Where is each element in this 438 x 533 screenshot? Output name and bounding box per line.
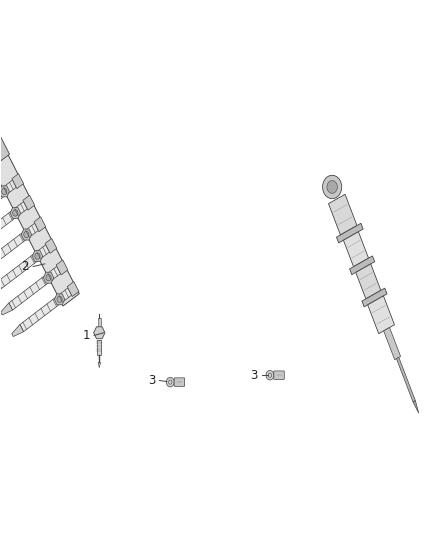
Bar xyxy=(98,318,101,326)
Polygon shape xyxy=(23,195,35,210)
Circle shape xyxy=(46,274,51,281)
Polygon shape xyxy=(10,207,21,219)
Circle shape xyxy=(327,181,337,193)
Polygon shape xyxy=(350,256,374,274)
Polygon shape xyxy=(45,238,57,253)
Polygon shape xyxy=(67,281,79,296)
FancyBboxPatch shape xyxy=(274,371,284,379)
Polygon shape xyxy=(328,194,357,235)
FancyBboxPatch shape xyxy=(174,378,185,386)
Polygon shape xyxy=(384,327,401,360)
Polygon shape xyxy=(20,288,71,332)
Polygon shape xyxy=(56,260,68,275)
Polygon shape xyxy=(34,217,46,232)
Text: 3: 3 xyxy=(250,369,258,382)
Circle shape xyxy=(2,188,7,195)
Circle shape xyxy=(35,253,40,260)
Polygon shape xyxy=(0,180,16,224)
Polygon shape xyxy=(367,296,395,334)
Polygon shape xyxy=(396,357,415,402)
Text: 1: 1 xyxy=(82,329,90,342)
Polygon shape xyxy=(12,174,24,189)
Polygon shape xyxy=(336,223,363,243)
Polygon shape xyxy=(0,281,1,293)
Polygon shape xyxy=(0,136,79,306)
Polygon shape xyxy=(21,229,32,240)
Circle shape xyxy=(24,231,29,238)
Text: 3: 3 xyxy=(148,374,155,387)
Polygon shape xyxy=(356,264,381,299)
Polygon shape xyxy=(0,223,39,267)
Polygon shape xyxy=(0,186,10,197)
Circle shape xyxy=(57,296,62,302)
Circle shape xyxy=(166,377,174,387)
Polygon shape xyxy=(9,266,60,310)
Polygon shape xyxy=(94,327,105,339)
Polygon shape xyxy=(0,245,49,288)
Polygon shape xyxy=(413,401,419,413)
Polygon shape xyxy=(0,136,10,167)
Polygon shape xyxy=(0,201,27,245)
Polygon shape xyxy=(32,251,42,262)
Polygon shape xyxy=(54,294,65,305)
Bar xyxy=(97,340,102,354)
Polygon shape xyxy=(43,272,54,283)
Circle shape xyxy=(322,175,342,199)
Polygon shape xyxy=(98,362,101,368)
Polygon shape xyxy=(362,288,387,307)
Circle shape xyxy=(266,370,274,380)
Circle shape xyxy=(13,210,18,216)
Polygon shape xyxy=(12,325,24,336)
Polygon shape xyxy=(343,232,368,266)
Text: 2: 2 xyxy=(21,260,29,273)
Polygon shape xyxy=(1,303,13,315)
